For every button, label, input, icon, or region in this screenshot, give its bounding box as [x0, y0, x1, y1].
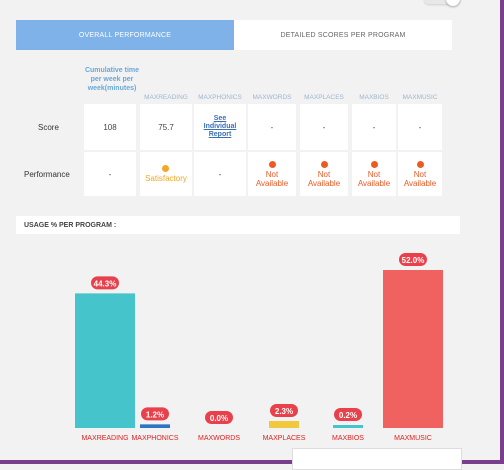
toggle-switch[interactable] [424, 0, 460, 6]
performance-text: Not Available [403, 169, 437, 188]
status-dot-icon [320, 160, 328, 168]
column-header-cumulative-time: Cumulative time per week per week(minute… [84, 67, 140, 92]
score-cell: 75.7 [140, 104, 192, 150]
usage-section-header: USAGE % PER PROGRAM : [16, 216, 460, 234]
score-cell: - [398, 104, 442, 150]
category-label: MAXWORDS [198, 435, 240, 442]
performance-cell: - [194, 152, 246, 196]
bar-maxreading [75, 293, 135, 428]
column-header-maxphonics: MAXPHONICS [198, 94, 242, 101]
score-cell: - [248, 104, 296, 150]
value-badge [270, 404, 298, 418]
performance-text: Not Available [307, 169, 341, 188]
value-badge [334, 408, 362, 421]
performance-cell: Satisfactory [140, 152, 192, 196]
toggle-knob[interactable] [446, 0, 460, 6]
value-badge [141, 407, 169, 421]
category-label: MAXPLACES [263, 435, 306, 442]
column-header-maxmusic: MAXMUSIC [402, 94, 438, 101]
bar-maxplaces [269, 421, 299, 428]
status-dot-icon [162, 165, 170, 172]
tab-detailed-scores[interactable]: DETAILED SCORES PER PROGRAM [234, 20, 452, 50]
column-header-maxbios: MAXBIOS [359, 94, 389, 101]
column-header-maxwords: MAXWORDS [252, 94, 292, 101]
performance-text: - [218, 169, 222, 179]
performance-cell: Not Available [248, 152, 296, 196]
data-label: 0.2% [339, 411, 357, 420]
score-cell: - [352, 104, 396, 150]
value-badge [399, 253, 427, 266]
window-frame-bottom [0, 460, 504, 464]
status-dot-icon [416, 160, 424, 168]
usage-bar-chart: 44.3% MAXREADING 1.2% MAXPHONICS 0.0% MAXWORD… [75, 253, 443, 442]
performance-text: Not Available [255, 169, 289, 188]
data-label: 2.3% [275, 407, 293, 416]
score-cell: 108 [84, 104, 136, 150]
category-label: MAXBIOS [332, 435, 364, 442]
bar-maxphonics [140, 424, 170, 428]
performance-cell: Not Available [352, 152, 396, 196]
row-label-performance: Performance [24, 169, 70, 179]
score-cell: See Individual Report [194, 104, 246, 150]
value-badge [205, 411, 233, 424]
status-dot-icon [268, 160, 276, 168]
column-header-maxreading: MAXREADING [144, 94, 188, 101]
category-label: MAXPHONICS [131, 435, 178, 442]
performance-cell: Not Available [398, 152, 442, 196]
value-badge [91, 276, 119, 290]
data-label: 1.2% [146, 410, 164, 419]
data-label: 44.3% [94, 279, 117, 288]
see-individual-report-link[interactable]: See Individual Report [203, 115, 237, 138]
data-label: 52.0% [402, 256, 425, 265]
data-label: 0.0% [210, 414, 228, 423]
score-cell: - [300, 104, 348, 150]
category-label: MAXREADING [81, 435, 128, 442]
window-frame-right [500, 0, 504, 464]
row-label-score: Score [38, 122, 59, 132]
category-label: MAXMUSIC [394, 435, 432, 442]
tab-bar: OVERALL PERFORMANCE DETAILED SCORES PER … [16, 20, 452, 50]
status-dot-icon [370, 160, 378, 168]
performance-text: Satisfactory [145, 174, 187, 183]
performance-cell: - [84, 152, 136, 196]
bottom-panel [292, 448, 462, 470]
performance-text: Not Available [357, 169, 391, 188]
bar-maxmusic [383, 270, 443, 428]
column-header-maxplaces: MAXPLACES [304, 94, 344, 101]
performance-cell: Not Available [300, 152, 348, 196]
bar-maxbios [333, 425, 363, 428]
performance-text: - [108, 169, 112, 179]
tab-overall-performance[interactable]: OVERALL PERFORMANCE [16, 20, 234, 50]
